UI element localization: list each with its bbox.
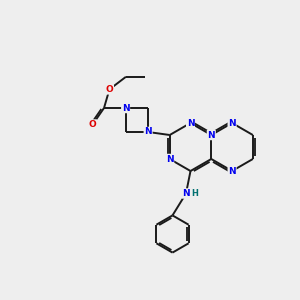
Text: N: N [182,189,190,198]
Text: N: N [122,103,129,112]
Text: N: N [187,118,194,127]
Text: N: N [228,118,236,127]
Text: N: N [166,154,173,164]
Text: N: N [228,167,236,176]
Text: O: O [89,120,97,129]
Text: N: N [208,130,215,140]
Text: O: O [106,85,113,94]
Text: H: H [192,189,198,198]
Text: N: N [144,128,152,136]
